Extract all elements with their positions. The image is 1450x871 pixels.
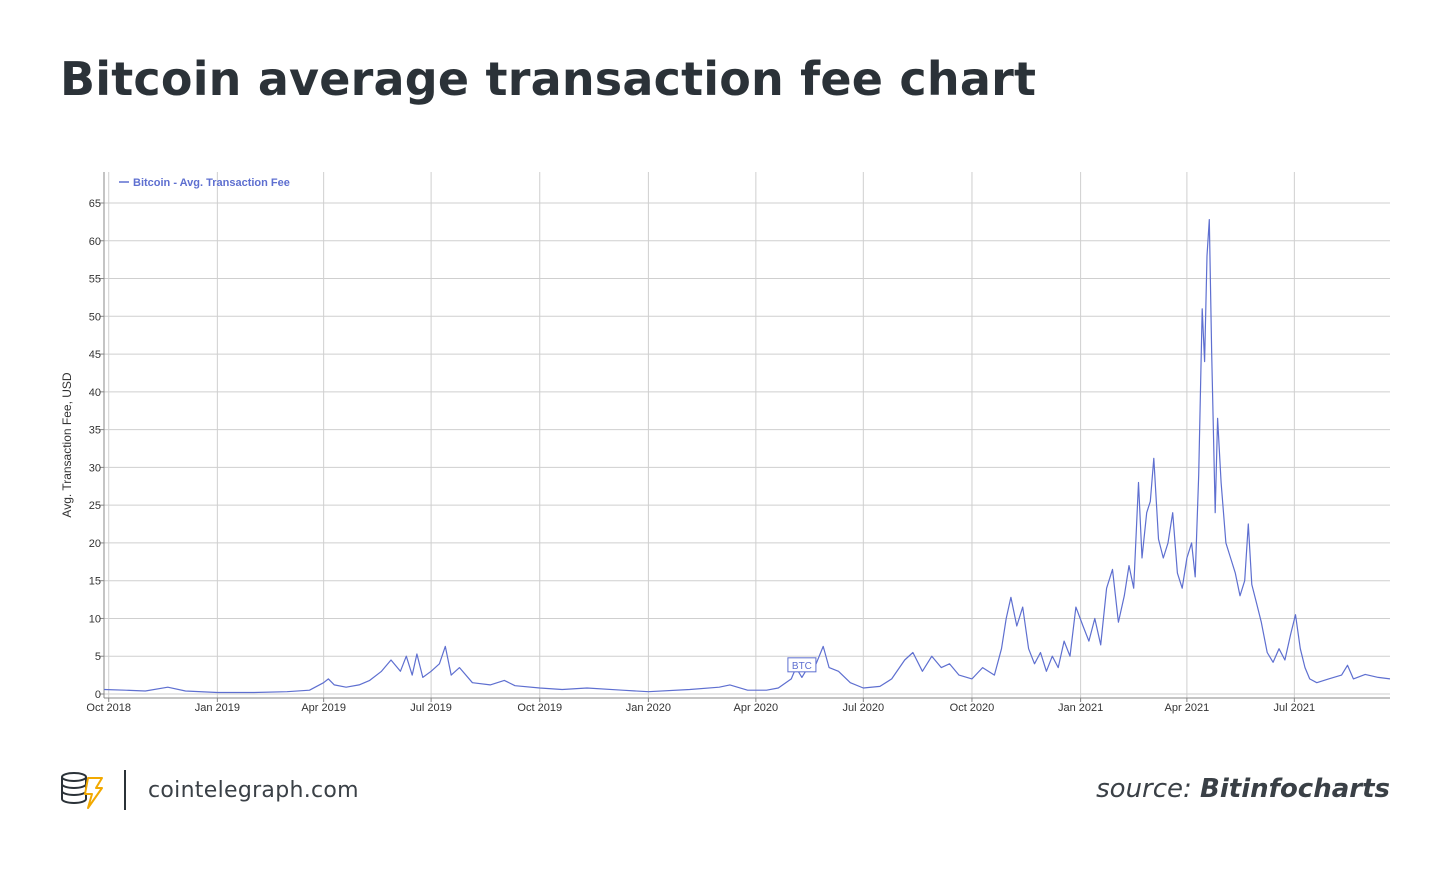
fee-line-chart: 0 5 10 15 20 25 30 35 40 45 50 55 60 65 Oct 2018 Jan 2… [60, 172, 1391, 714]
y-axis-ticks: 0 5 10 15 20 25 30 35 40 45 50 55 60 65 [89, 198, 104, 701]
y-tick-label: 20 [89, 538, 101, 550]
legend-entry-bitcoin[interactable]: Bitcoin - Avg. Transaction Fee [133, 177, 290, 189]
y-tick-label: 35 [89, 425, 101, 437]
annotations: BTC [787, 657, 817, 673]
annotation-label: BTC [792, 661, 812, 672]
annotation-box [787, 657, 817, 673]
x-tick-label: Oct 2018 [86, 702, 131, 714]
y-tick-label: 25 [89, 500, 101, 512]
series-line-bitcoin [103, 219, 1391, 694]
x-tick-label: Apr 2021 [1165, 702, 1210, 714]
y-tick-label: 30 [89, 462, 101, 474]
x-tick-label: Jul 2020 [843, 702, 885, 714]
cointelegraph-logo-icon [61, 772, 103, 809]
site-name: cointelegraph.com [148, 777, 359, 803]
y-tick-label: 65 [89, 198, 101, 210]
y-axis-label: Avg. Transaction Fee, USD [60, 372, 74, 518]
y-tick-label: 5 [95, 651, 101, 663]
y-tick-label: 50 [89, 311, 101, 323]
y-tick-label: 10 [89, 613, 101, 625]
x-tick-label: Oct 2020 [950, 702, 995, 714]
source-prefix: source: [1096, 774, 1192, 804]
chart-axes [103, 172, 1390, 699]
x-tick-label: Jan 2020 [626, 702, 671, 714]
footer-divider [124, 770, 126, 810]
x-tick-label: Apr 2020 [734, 702, 779, 714]
x-tick-label: Jan 2019 [195, 702, 240, 714]
y-tick-label: 60 [89, 236, 101, 248]
legend[interactable]: Bitcoin - Avg. Transaction Fee [119, 177, 290, 189]
chart-grid [104, 172, 1390, 698]
source-credit: source: Bitinfocharts [1096, 774, 1390, 804]
y-tick-label: 15 [89, 576, 101, 588]
y-tick-label: 55 [89, 274, 101, 286]
x-tick-label: Jul 2019 [410, 702, 452, 714]
page-title: Bitcoin average transaction fee chart [60, 52, 1037, 106]
source-name: Bitinfocharts [1200, 774, 1390, 804]
footer-brand: cointelegraph.com [58, 768, 359, 812]
x-axis-ticks: Oct 2018 Jan 2019 Apr 2019 Jul 2019 Oct 2019… [86, 698, 1315, 714]
y-tick-label: 40 [89, 387, 101, 399]
series-group [103, 219, 1391, 694]
y-tick-label: 45 [89, 349, 101, 361]
y-tick-label: 0 [95, 689, 101, 701]
x-tick-label: Oct 2019 [517, 702, 562, 714]
x-tick-label: Apr 2019 [301, 702, 346, 714]
x-tick-label: Jan 2021 [1058, 702, 1103, 714]
x-tick-label: Jul 2021 [1274, 702, 1316, 714]
